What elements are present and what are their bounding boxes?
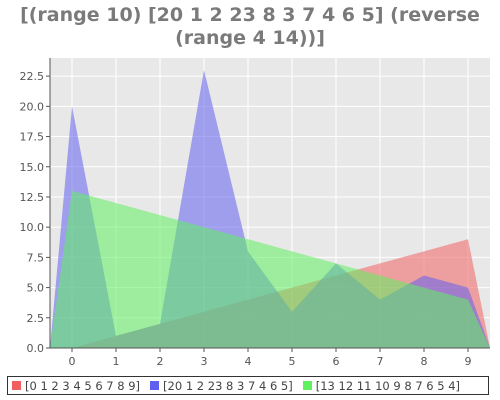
x-tick-label: 5 bbox=[289, 355, 296, 368]
x-tick-label: 9 bbox=[465, 355, 472, 368]
legend: [0 1 2 3 4 5 6 7 8 9] [20 1 2 23 8 3 7 4 … bbox=[7, 376, 489, 395]
legend-label: [20 1 2 23 8 3 7 4 6 5] bbox=[163, 378, 293, 393]
y-tick-label: 2.5 bbox=[27, 312, 45, 325]
y-tick-label: 5.0 bbox=[27, 282, 45, 295]
y-tick-label: 10.0 bbox=[20, 221, 45, 234]
series-areas bbox=[50, 70, 490, 348]
x-tick-label: 2 bbox=[157, 355, 164, 368]
chart-title: [(range 10) [20 1 2 23 8 3 7 4 6 5] (rev… bbox=[0, 4, 500, 50]
y-tick-label: 7.5 bbox=[27, 251, 45, 264]
x-tick-label: 8 bbox=[421, 355, 428, 368]
x-tick-label: 1 bbox=[113, 355, 120, 368]
y-tick-label: 17.5 bbox=[20, 131, 45, 144]
x-tick-label: 3 bbox=[201, 355, 208, 368]
legend-item: [13 12 11 10 9 8 7 6 5 4] bbox=[302, 378, 461, 393]
legend-label: [13 12 11 10 9 8 7 6 5 4] bbox=[315, 378, 461, 393]
legend-swatch bbox=[302, 381, 312, 390]
chart-title-line-2: (range 4 14))] bbox=[175, 27, 325, 49]
legend-item: [20 1 2 23 8 3 7 4 6 5] bbox=[150, 379, 293, 393]
x-tick-label: 6 bbox=[333, 355, 340, 368]
y-tick-label: 20.0 bbox=[20, 100, 45, 113]
y-tick-label: 12.5 bbox=[20, 191, 45, 204]
x-tick-label: 0 bbox=[69, 355, 76, 368]
y-tick-label: 0.0 bbox=[27, 342, 45, 355]
legend-swatch bbox=[12, 381, 21, 390]
x-tick-label: 7 bbox=[377, 355, 384, 368]
legend-item: [0 1 2 3 4 5 6 7 8 9] bbox=[12, 379, 140, 393]
legend-label: [0 1 2 3 4 5 6 7 8 9] bbox=[25, 378, 141, 393]
y-tick-label: 22.5 bbox=[20, 70, 45, 83]
chart-title-line-1: [(range 10) [20 1 2 23 8 3 7 4 6 5] (rev… bbox=[20, 4, 480, 26]
axes: 0.0 2.5 5.0 7.5 10.0 12.5 15.0 17.5 20.0 22.5 0 1 2 3… bbox=[20, 58, 490, 368]
series-area-3 bbox=[50, 190, 490, 348]
x-tick-label: 4 bbox=[245, 355, 252, 368]
legend-swatch bbox=[150, 381, 160, 390]
y-tick-label: 15.0 bbox=[20, 161, 45, 174]
